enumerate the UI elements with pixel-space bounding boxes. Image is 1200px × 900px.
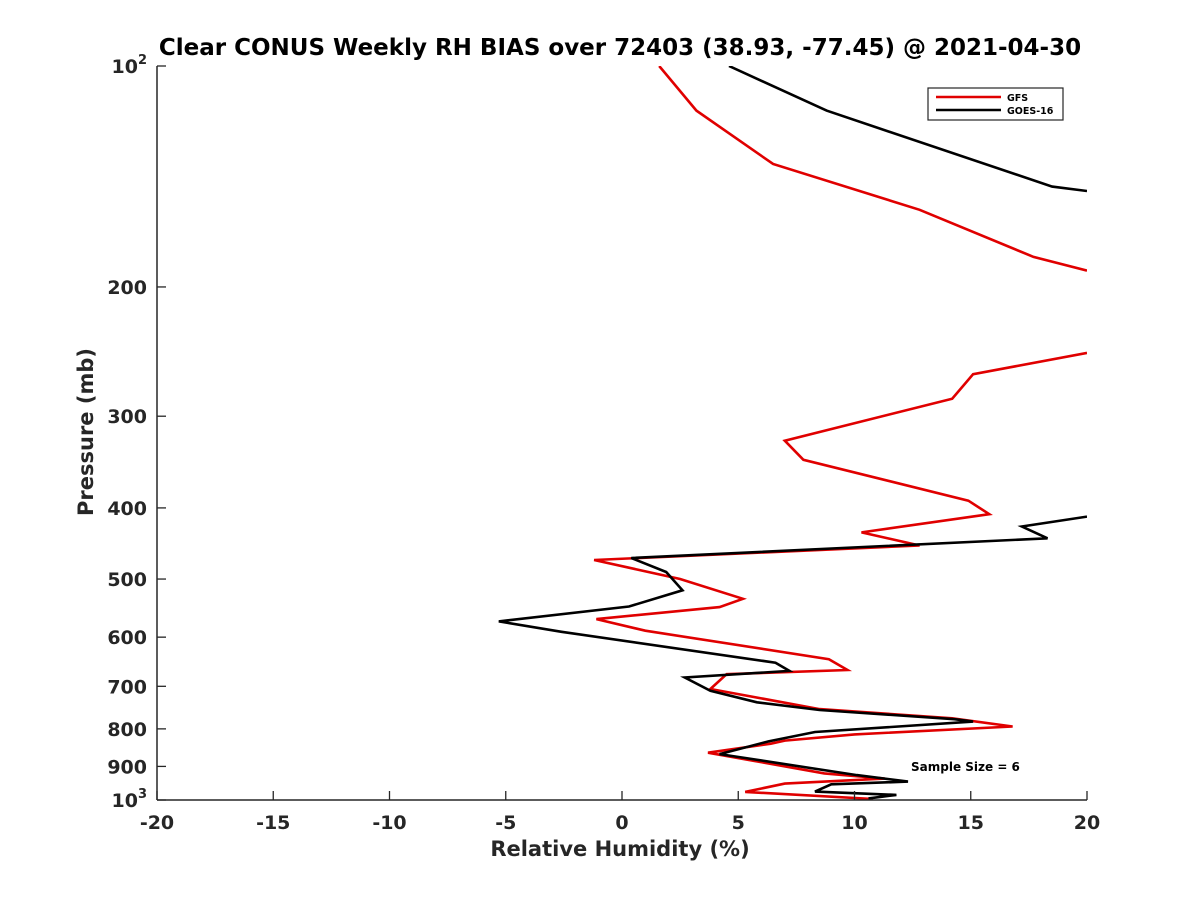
x-tick-label: 0: [615, 812, 628, 834]
x-tick-label: 15: [958, 812, 984, 834]
x-tick-label: -10: [372, 812, 406, 834]
y-axis-label: Pressure (mb): [74, 348, 98, 516]
legend-label: GOES-16: [1007, 106, 1054, 117]
x-tick-label: -15: [256, 812, 290, 834]
figure-background: [0, 0, 1200, 900]
y-tick-label: 600: [107, 627, 147, 649]
chart-title: Clear CONUS Weekly RH BIAS over 72403 (3…: [159, 35, 1081, 61]
x-tick-label: 20: [1074, 812, 1100, 834]
legend-label: GFS: [1007, 93, 1028, 104]
y-tick-label: 900: [107, 756, 147, 778]
y-tick-label: 400: [107, 498, 147, 520]
x-tick-label: 10: [841, 812, 867, 834]
rh-bias-chart: Clear CONUS Weekly RH BIAS over 72403 (3…: [0, 0, 1200, 900]
y-tick-label: 200: [107, 277, 147, 299]
x-tick-label: 5: [732, 812, 745, 834]
x-tick-label: -5: [495, 812, 516, 834]
y-tick-label: 300: [107, 406, 147, 428]
y-tick-label: 800: [107, 719, 147, 741]
y-tick-label: 500: [107, 569, 147, 591]
y-tick-label: 700: [107, 676, 147, 698]
x-tick-label: -20: [140, 812, 174, 834]
x-axis-label: Relative Humidity (%): [490, 837, 749, 861]
legend: GFS GOES-16: [928, 88, 1063, 120]
sample-size-annotation: Sample Size = 6: [911, 760, 1020, 774]
